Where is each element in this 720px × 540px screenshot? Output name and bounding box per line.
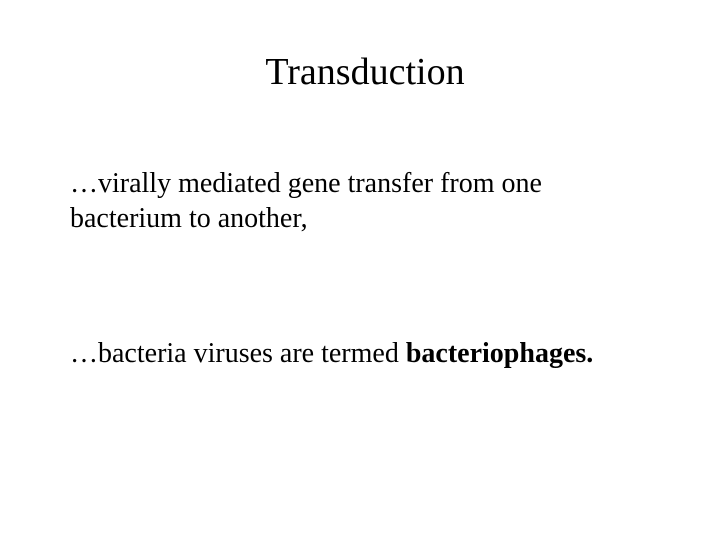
paragraph-2-prefix: …bacteria viruses are termed (70, 338, 406, 369)
paragraph-2-bold-term: bacteriophages. (406, 338, 593, 369)
slide-container: Transduction …virally mediated gene tran… (0, 0, 720, 540)
paragraph-2: …bacteria viruses are termed bacteriopha… (70, 336, 660, 371)
slide-title: Transduction (70, 50, 660, 94)
paragraph-1: …virally mediated gene transfer from one… (70, 166, 660, 236)
